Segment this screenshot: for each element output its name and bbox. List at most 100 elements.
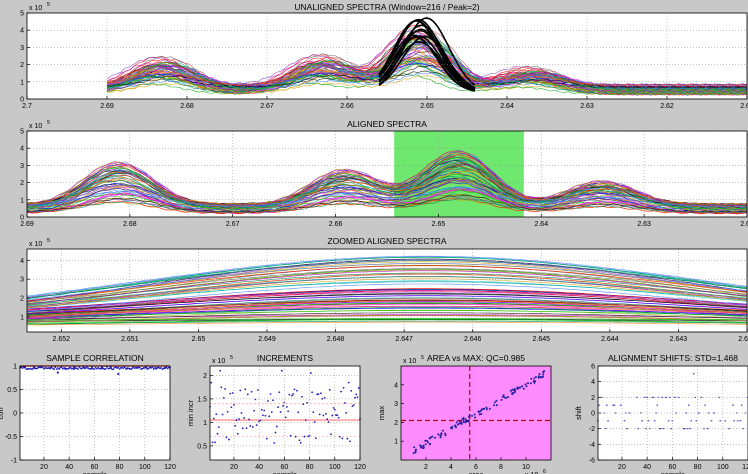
data-point [274, 431, 277, 434]
spectrum-line [27, 170, 748, 206]
data-point [412, 452, 415, 455]
y-tick-label: 5 [20, 129, 24, 136]
data-point [732, 404, 734, 406]
spectrum-line [26, 258, 748, 303]
data-point [337, 416, 340, 419]
data-point [439, 436, 442, 439]
data-point [351, 405, 354, 408]
data-point [332, 406, 335, 409]
data-point [646, 396, 648, 398]
data-point [278, 391, 281, 394]
data-point [718, 396, 720, 398]
data-point [468, 414, 471, 417]
data-point [123, 366, 126, 368]
y-axis-label: shift [574, 405, 583, 420]
data-point [210, 381, 213, 384]
x-tick-label: 2.67 [226, 221, 240, 228]
data-point [478, 413, 481, 416]
data-point [670, 428, 672, 430]
data-point [346, 437, 349, 440]
y-tick-label: 3 [20, 277, 24, 284]
y-tick-label: 2 [203, 373, 207, 380]
y-tick-label: 4 [20, 28, 24, 35]
data-point [220, 386, 223, 389]
y-tick-label: 1 [394, 439, 398, 446]
axes-frame [26, 130, 748, 218]
data-point [23, 366, 27, 369]
x-tick-label: 120 [742, 464, 748, 471]
data-point [425, 439, 428, 442]
data-point [233, 404, 235, 406]
data-point [467, 415, 470, 418]
data-point [643, 396, 646, 398]
spectrum-line [26, 260, 748, 299]
data-point [211, 441, 214, 444]
y-exponent-label: x 10 [403, 358, 416, 365]
data-point [532, 380, 535, 383]
data-point [355, 393, 358, 396]
data-point [698, 412, 700, 414]
spectrum-line [26, 310, 748, 318]
data-point [462, 421, 465, 424]
data-point [495, 399, 498, 402]
data-point [450, 427, 453, 430]
axes-area-max: AREA vs MAX: QC=0.985 2468101234areamaxx… [377, 353, 552, 474]
data-point [501, 395, 504, 398]
spectrum-line [26, 270, 748, 305]
data-point [685, 412, 688, 414]
data-point [457, 423, 460, 426]
y-exponent-power: 5 [47, 120, 50, 126]
data-point [293, 388, 296, 391]
data-point [357, 387, 360, 389]
data-point [78, 366, 81, 368]
axes-title: ALIGNED SPECTRA [347, 119, 427, 129]
spectrum-line [27, 320, 748, 324]
axes-title: ALIGNMENT SHIFTS: STD=1.468 [608, 353, 738, 363]
data-point [537, 376, 540, 379]
data-point [677, 396, 680, 398]
data-point [306, 401, 308, 404]
x-tick-label: 20 [40, 464, 48, 471]
data-point [440, 432, 443, 435]
data-point [413, 446, 416, 449]
data-point [246, 393, 249, 396]
spectrum-line [26, 169, 748, 209]
axes-unaligned: UNALIGNED SPECTRA (Window=216 / Peak=2) … [20, 2, 748, 110]
data-point [264, 414, 267, 417]
x-tick-label: 2.648 [327, 336, 345, 343]
data-point [695, 420, 698, 422]
x-tick-label: 40 [65, 464, 73, 471]
data-point [285, 406, 288, 408]
spectrum-line [26, 309, 748, 321]
data-point [85, 366, 88, 368]
data-point [273, 442, 276, 444]
data-point [245, 427, 248, 429]
data-point [522, 387, 525, 390]
data-point [485, 406, 488, 409]
data-point [662, 428, 665, 430]
y-tick-label: 6 [591, 364, 595, 371]
data-point [614, 412, 617, 414]
data-point [460, 422, 463, 425]
data-point [229, 392, 232, 395]
data-point [258, 420, 261, 423]
data-point [444, 434, 447, 437]
axes-title: AREA vs MAX: QC=0.985 [427, 353, 525, 363]
spectrum-line [26, 194, 748, 213]
data-point [69, 366, 72, 369]
spectrum-line [26, 151, 748, 208]
axes-increments: INCREMENTS 20 40 60 80 100 120 0.5 1 1.5 2 sample m… [186, 353, 366, 474]
data-point [303, 435, 306, 438]
data-point [235, 419, 238, 422]
x-tick-label: 20 [618, 464, 626, 471]
data-point [130, 368, 132, 371]
spectrum-line [26, 187, 748, 213]
data-point [219, 369, 221, 372]
y-tick-label: 3 [20, 45, 24, 52]
data-point [226, 410, 229, 413]
data-point [453, 424, 456, 427]
data-point [502, 394, 505, 397]
y-tick-label: -0.5 [5, 434, 17, 441]
data-point [249, 425, 252, 427]
data-point [262, 414, 264, 417]
